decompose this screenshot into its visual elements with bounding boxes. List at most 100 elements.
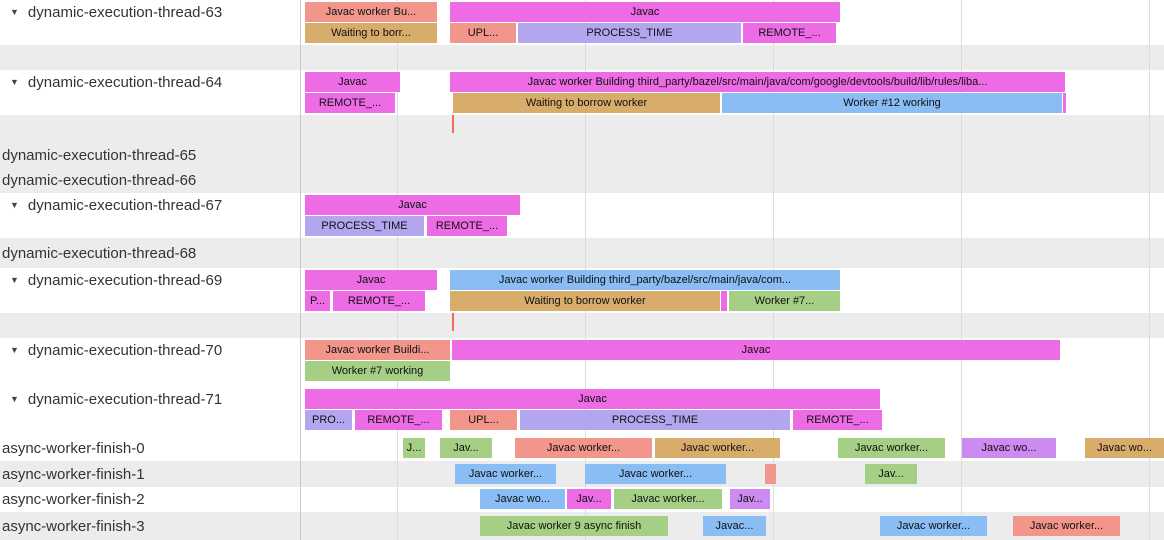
slice-bar[interactable]: REMOTE_... — [333, 291, 425, 311]
slice-bar[interactable]: Javac wo... — [1085, 438, 1164, 458]
timeline-lane: Javac worker Buildi... Javac Worker #7 wor… — [300, 338, 1164, 383]
slice-bar[interactable]: Javac worker 9 async finish — [480, 516, 668, 536]
track-label-cell: ▼ dynamic-execution-thread-64 — [0, 70, 300, 115]
slice-bar[interactable]: REMOTE_... — [427, 216, 507, 236]
track-label-cell: async-worker-finish-3 — [0, 512, 300, 540]
timeline-lane — [300, 313, 1164, 338]
slice-bar[interactable] — [1063, 93, 1066, 113]
slice-bar[interactable]: Javac — [305, 389, 880, 409]
slice-bar[interactable]: UPL... — [450, 23, 516, 43]
track-spacer — [0, 115, 1164, 143]
track-label-cell: dynamic-execution-thread-66 — [0, 168, 300, 193]
slice-bar[interactable]: Javac — [452, 340, 1060, 360]
slice-bar[interactable]: Jav... — [730, 489, 770, 509]
slice-bar[interactable]: Javac worker Buildi... — [305, 340, 450, 360]
expander-icon[interactable]: ▼ — [10, 275, 19, 285]
track-label-cell: async-worker-finish-0 — [0, 436, 300, 461]
track-label-cell — [0, 45, 300, 70]
track-row: async-worker-finish-1 Javac worker... Java… — [0, 461, 1164, 487]
slice-bar[interactable]: Javac worker Building third_party/bazel/… — [450, 270, 840, 290]
slice-bar[interactable]: REMOTE_... — [793, 410, 882, 430]
slice-bar[interactable]: UPL... — [450, 410, 517, 430]
track-label: dynamic-execution-thread-70 — [27, 342, 223, 359]
track-spacer — [0, 313, 1164, 338]
expander-icon[interactable]: ▼ — [10, 77, 19, 87]
track-row: dynamic-execution-thread-65 — [0, 143, 1164, 168]
timeline-lane — [300, 168, 1164, 193]
slice-bar[interactable]: Javac worker... — [515, 438, 652, 458]
slice-bar[interactable]: Javac — [305, 195, 520, 215]
track-label: dynamic-execution-thread-66 — [2, 172, 197, 189]
slice-bar[interactable]: Worker #12 working — [722, 93, 1062, 113]
slice-bar[interactable]: PRO... — [305, 410, 352, 430]
track-label-cell: ▼ dynamic-execution-thread-63 — [0, 0, 300, 45]
slice-bar[interactable] — [721, 291, 727, 311]
slice-bar[interactable]: Jav... — [440, 438, 492, 458]
slice-bar[interactable]: Javac — [450, 2, 840, 22]
slice-bar[interactable]: Javac worker... — [1013, 516, 1120, 536]
sidebar-divider — [300, 0, 301, 540]
timeline-lane: Javac Javac worker Building third_party/b… — [300, 268, 1164, 313]
slice-bar[interactable]: Javac — [305, 72, 400, 92]
slice-bar[interactable]: Javac worker... — [838, 438, 945, 458]
track-spacer — [0, 383, 1164, 387]
track-label-cell: ▼ dynamic-execution-thread-69 — [0, 268, 300, 313]
slice-bar[interactable]: Javac worker... — [614, 489, 722, 509]
instant-event-marker[interactable] — [452, 115, 454, 133]
slice-bar[interactable]: Javac worker... — [585, 464, 726, 484]
track-label: dynamic-execution-thread-64 — [27, 74, 223, 91]
slice-bar[interactable]: J... — [403, 438, 425, 458]
instant-event-marker[interactable] — [452, 313, 454, 331]
timeline-lane: Javac wo... Jav... Javac worker... Jav... — [300, 487, 1164, 512]
slice-bar[interactable]: Javac worker... — [655, 438, 780, 458]
slice-bar[interactable]: Javac worker Building third_party/bazel/… — [450, 72, 1065, 92]
slice-bar[interactable]: Javac worker... — [455, 464, 556, 484]
track-label: dynamic-execution-thread-65 — [2, 147, 197, 164]
slice-bar[interactable] — [765, 464, 776, 484]
track-row: async-worker-finish-3 Javac worker 9 asyn… — [0, 512, 1164, 540]
track-label: async-worker-finish-1 — [2, 465, 145, 483]
track-label: dynamic-execution-thread-71 — [27, 391, 223, 408]
track-row: dynamic-execution-thread-68 — [0, 238, 1164, 268]
slice-bar[interactable]: Worker #7 working — [305, 361, 450, 381]
track-spacer — [0, 45, 1164, 70]
slice-bar[interactable]: Javac... — [703, 516, 766, 536]
slice-bar[interactable]: REMOTE_... — [743, 23, 836, 43]
track-label-cell: ▼ dynamic-execution-thread-67 — [0, 193, 300, 238]
track-label-cell: async-worker-finish-2 — [0, 487, 300, 512]
slice-bar[interactable]: REMOTE_... — [355, 410, 442, 430]
track-label: async-worker-finish-3 — [2, 517, 145, 535]
slice-bar[interactable]: P... — [305, 291, 330, 311]
slice-bar[interactable]: Waiting to borr... — [305, 23, 437, 43]
expander-icon[interactable]: ▼ — [10, 200, 19, 210]
slice-bar[interactable]: PROCESS_TIME — [520, 410, 790, 430]
expander-icon[interactable]: ▼ — [10, 394, 19, 404]
track-label: dynamic-execution-thread-68 — [2, 244, 197, 262]
track-row: ▼ dynamic-execution-thread-67 Javac PROCESS… — [0, 193, 1164, 238]
track-row: ▼ dynamic-execution-thread-64 Javac Javac w… — [0, 70, 1164, 115]
track-row: ▼ dynamic-execution-thread-69 Javac Javac w… — [0, 268, 1164, 313]
track-label: async-worker-finish-2 — [2, 491, 145, 508]
timeline-lane — [300, 45, 1164, 70]
slice-bar[interactable]: Worker #7... — [729, 291, 840, 311]
slice-bar[interactable]: Jav... — [567, 489, 611, 509]
slice-bar[interactable]: Javac wo... — [480, 489, 565, 509]
slice-bar[interactable]: Javac worker... — [880, 516, 987, 536]
slice-bar[interactable]: REMOTE_... — [305, 93, 395, 113]
slice-bar[interactable]: Javac wo... — [962, 438, 1056, 458]
track-row: ▼ dynamic-execution-thread-71 Javac PRO... R… — [0, 387, 1164, 432]
track-row: ▼ dynamic-execution-thread-70 Javac worker… — [0, 338, 1164, 383]
timeline-lane: Javac worker 9 async finish Javac... Javac… — [300, 512, 1164, 540]
expander-icon[interactable]: ▼ — [10, 345, 19, 355]
track-label: async-worker-finish-0 — [2, 440, 145, 457]
slice-bar[interactable]: Waiting to borrow worker — [453, 93, 720, 113]
slice-bar[interactable]: Waiting to borrow worker — [450, 291, 720, 311]
timeline-lane: Javac PRO... REMOTE_... UPL... PROCESS_TIME R… — [300, 387, 1164, 432]
slice-bar[interactable]: PROCESS_TIME — [305, 216, 424, 236]
slice-bar[interactable]: Javac — [305, 270, 437, 290]
slice-bar[interactable]: Jav... — [865, 464, 917, 484]
slice-bar[interactable]: PROCESS_TIME — [518, 23, 741, 43]
slice-bar[interactable]: Javac worker Bu... — [305, 2, 437, 22]
expander-icon[interactable]: ▼ — [10, 7, 19, 17]
